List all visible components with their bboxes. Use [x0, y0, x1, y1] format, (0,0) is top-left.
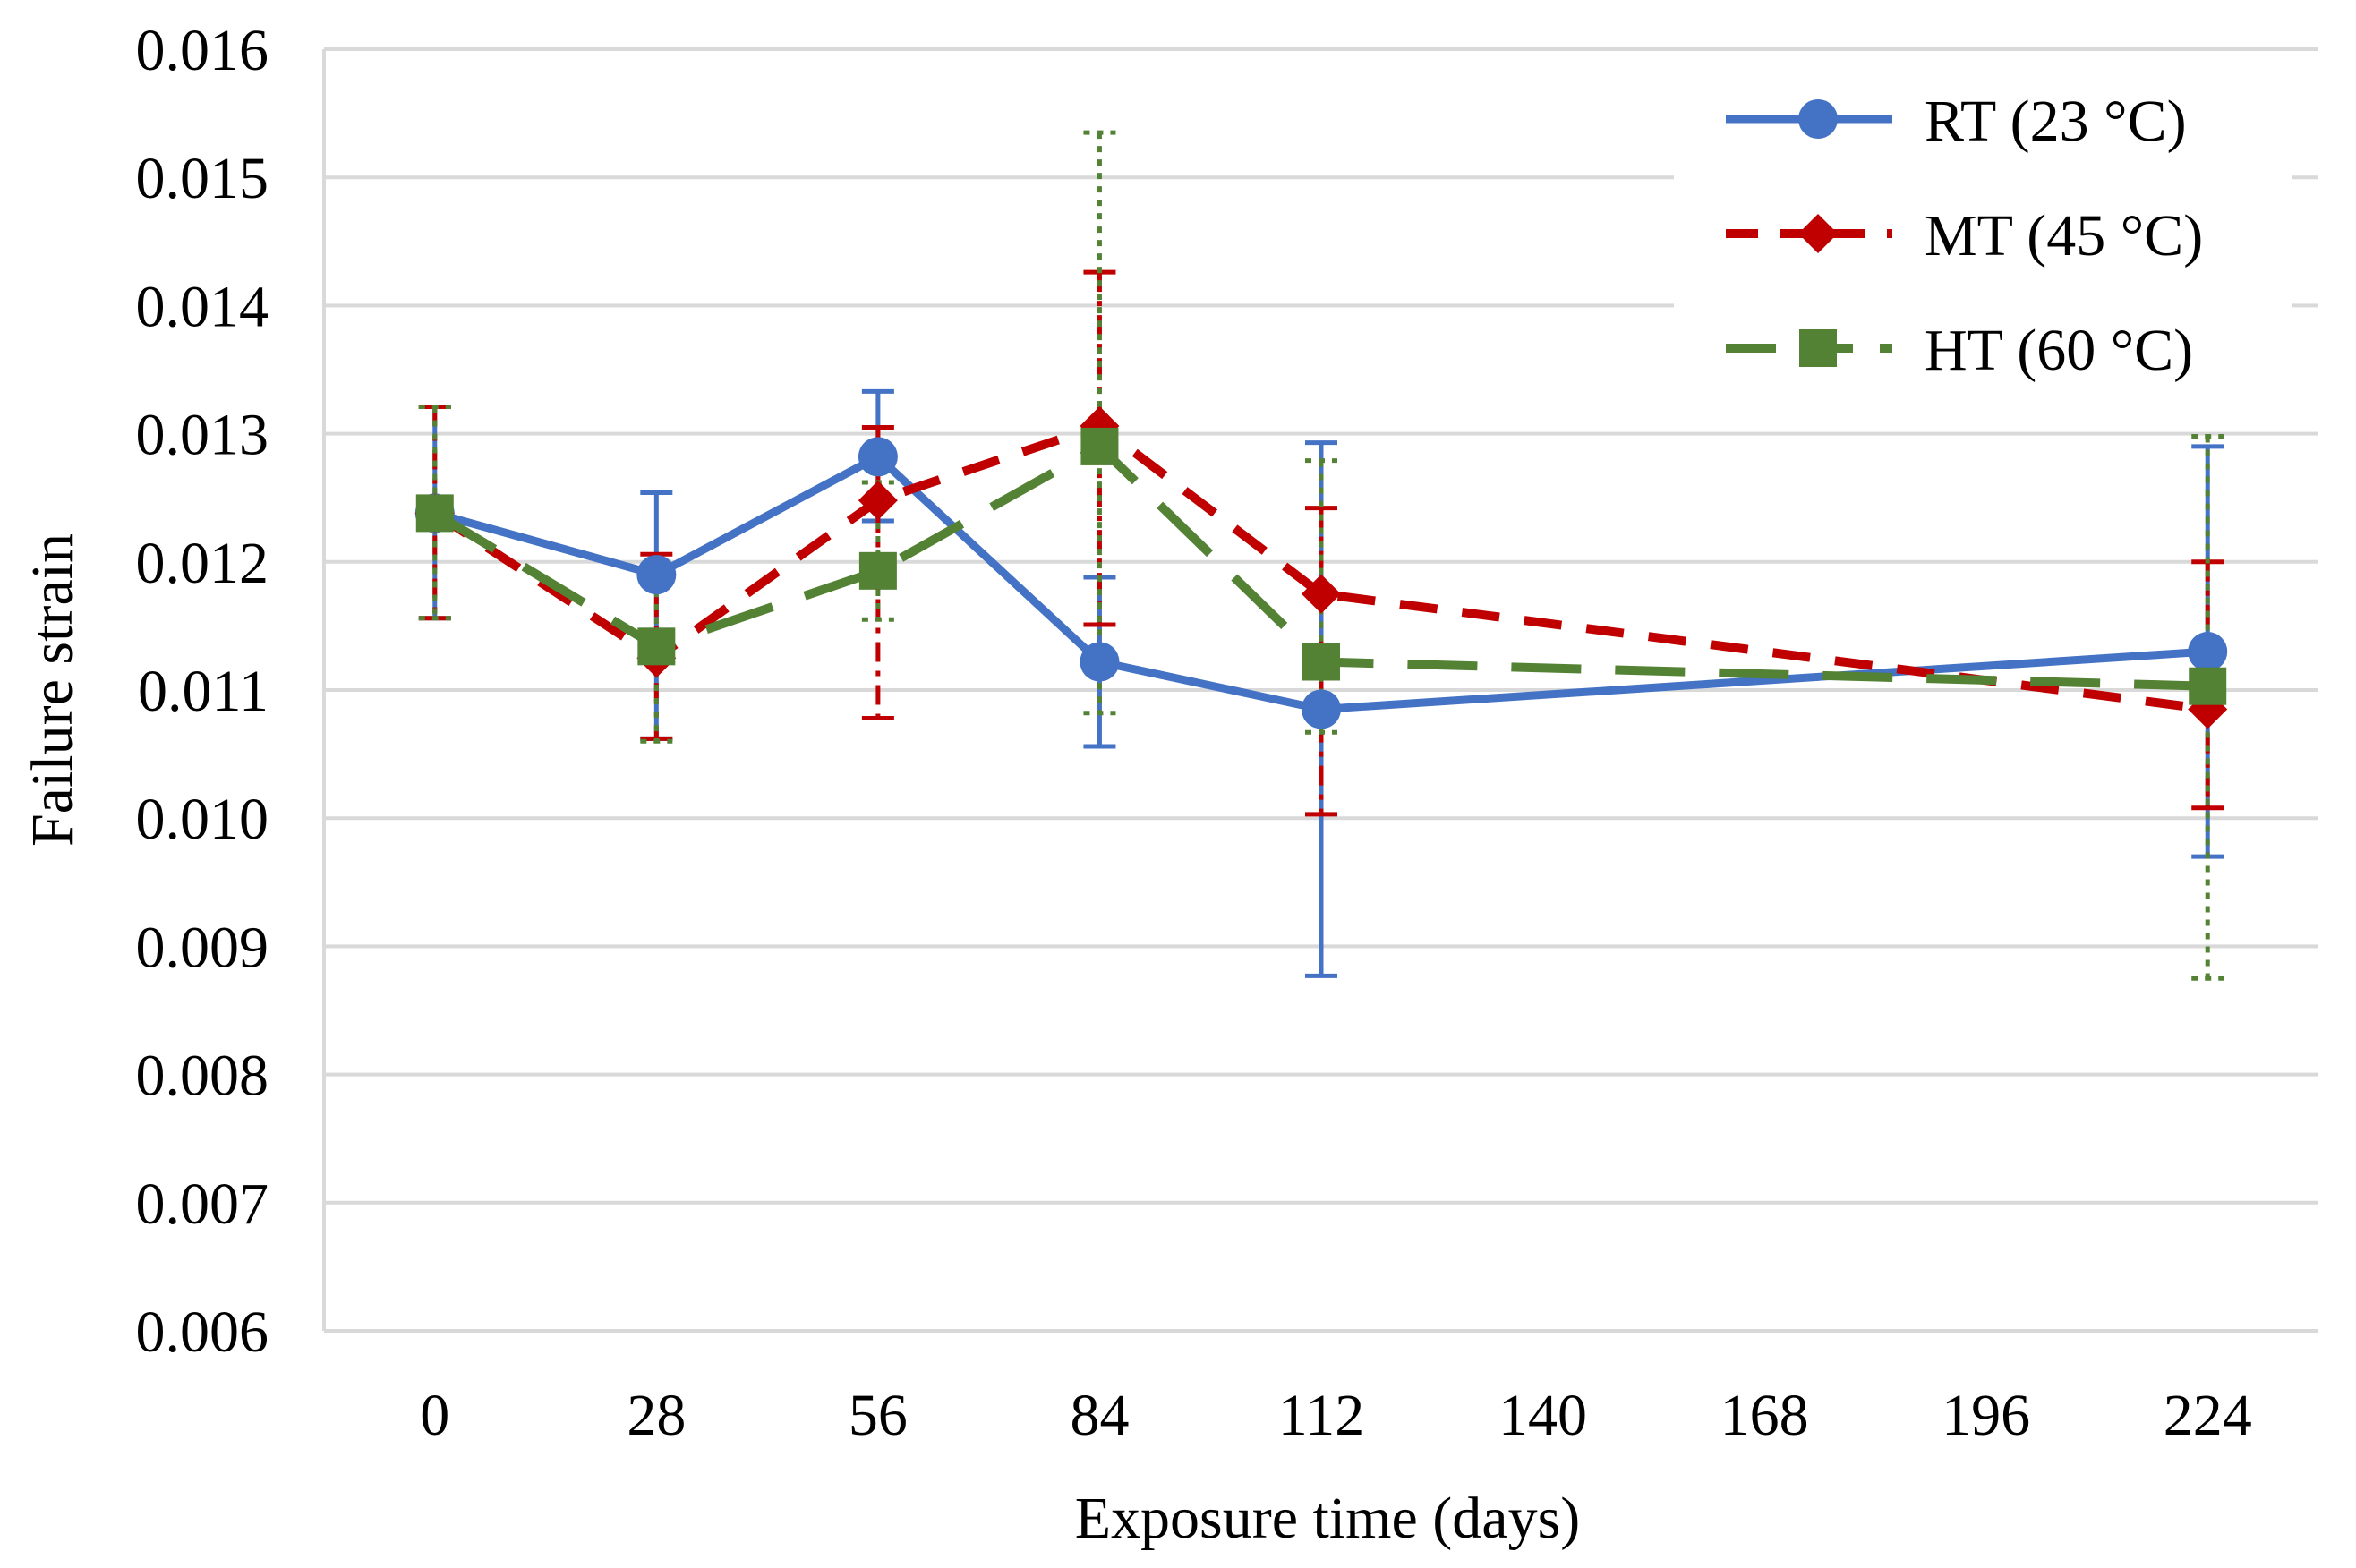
- y-tick-label: 0.007: [136, 1172, 269, 1237]
- data-point-marker: [1080, 427, 1119, 465]
- legend-label: HT (60 °C): [1925, 318, 2193, 383]
- legend-label: RT (23 °C): [1925, 89, 2187, 154]
- data-point-marker: [858, 437, 898, 477]
- tick-labels: 0.006 0.007 0.008 0.009 0.010 0.011 0.012 0.013…: [136, 18, 2252, 1448]
- y-tick-label: 0.013: [136, 403, 269, 468]
- x-tick-label: 112: [1278, 1383, 1365, 1448]
- x-tick-label: 196: [1942, 1383, 2030, 1448]
- data-point-marker: [637, 627, 676, 666]
- data-point-marker: [1302, 643, 1340, 681]
- series-markers: [414, 406, 2228, 729]
- legend-label: MT (45 °C): [1925, 203, 2203, 268]
- x-tick-label: 224: [2164, 1383, 2252, 1448]
- series-lines: [432, 422, 2208, 714]
- data-point-marker: [636, 555, 677, 595]
- data-point-marker: [415, 494, 454, 533]
- data-point-marker: [1799, 329, 1837, 367]
- data-point-marker: [1302, 574, 1341, 614]
- data-point-marker: [858, 481, 898, 521]
- data-point-marker: [2189, 667, 2227, 705]
- x-tick-label: 0: [420, 1383, 449, 1448]
- y-tick-label: 0.014: [136, 274, 269, 339]
- data-point-marker: [1080, 642, 1120, 682]
- x-tick-label: 84: [1070, 1383, 1129, 1448]
- x-tick-label: 140: [1498, 1383, 1587, 1448]
- data-point-marker: [858, 551, 897, 590]
- data-point-marker: [1798, 99, 1838, 139]
- y-tick-label: 0.006: [136, 1300, 269, 1365]
- y-tick-label: 0.015: [136, 146, 269, 211]
- x-axis-title: Exposure time (days): [1075, 1486, 1581, 1551]
- x-tick-label: 168: [1720, 1383, 1809, 1448]
- x-tick-label: 28: [627, 1383, 686, 1448]
- y-tick-label: 0.009: [136, 915, 269, 980]
- data-point-marker: [1798, 214, 1838, 253]
- y-tick-label: 0.011: [138, 659, 269, 724]
- series-line: [433, 452, 2208, 713]
- legend: RT (23 °C) MT (45 °C) HT (60 °C): [1674, 63, 2292, 385]
- data-point-marker: [2188, 632, 2228, 672]
- series-line: [432, 441, 2208, 691]
- series-line: [432, 422, 2208, 714]
- data-point-marker: [1302, 689, 1341, 729]
- y-tick-label: 0.012: [136, 531, 269, 596]
- x-tick-label: 56: [849, 1383, 908, 1448]
- y-axis-title: Failure strain: [20, 533, 85, 847]
- axes: [322, 49, 2318, 1333]
- y-tick-label: 0.016: [136, 18, 269, 83]
- y-tick-label: 0.010: [136, 787, 269, 852]
- y-tick-label: 0.008: [136, 1044, 269, 1109]
